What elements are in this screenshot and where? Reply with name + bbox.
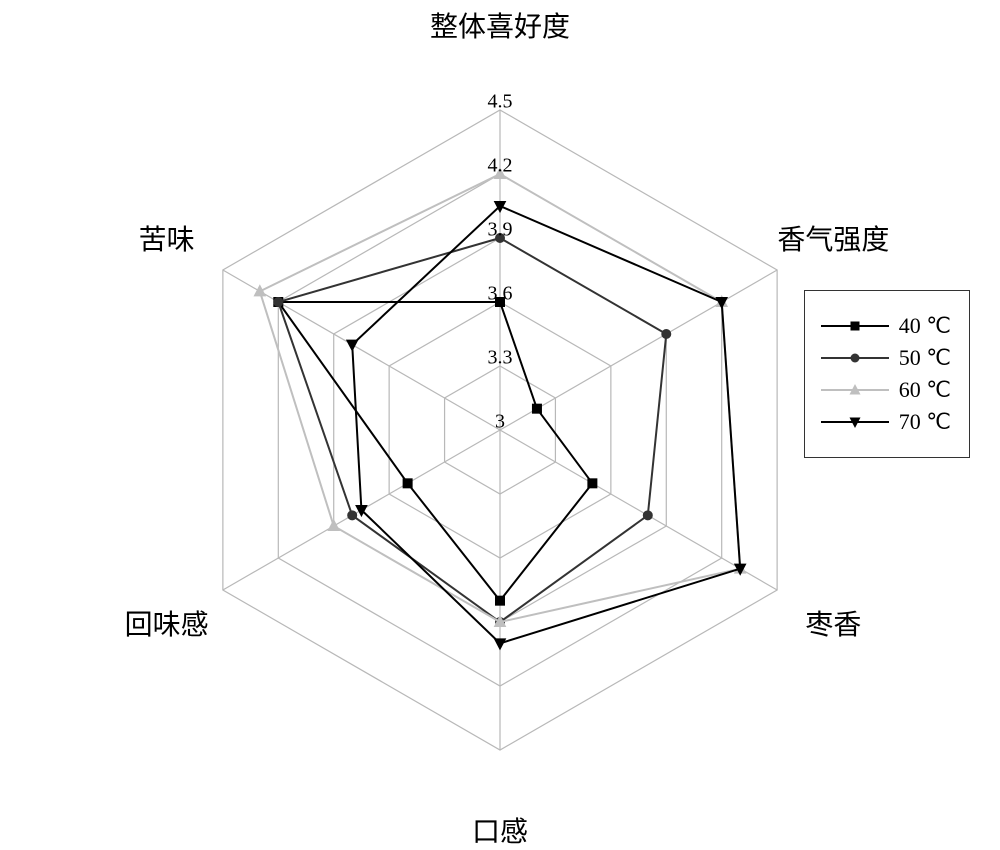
legend: 40 ℃ 50 ℃ 60 ℃ 70 ℃ xyxy=(804,290,970,458)
tick-label: 3.6 xyxy=(488,283,513,306)
legend-swatch xyxy=(821,347,889,369)
legend-label: 60 ℃ xyxy=(899,377,951,403)
tick-label: 3.3 xyxy=(488,347,513,370)
axis-label: 枣香 xyxy=(805,603,861,643)
legend-label: 70 ℃ xyxy=(899,409,951,435)
legend-item: 50 ℃ xyxy=(821,345,951,371)
radar-chart-container: 整体喜好度香气强度枣香口感回味感苦味 33.33.63.94.24.5 40 ℃… xyxy=(0,0,1000,835)
axis-label: 回味感 xyxy=(125,603,209,643)
tick-label: 3 xyxy=(495,411,505,434)
legend-swatch xyxy=(821,379,889,401)
axis-label: 整体喜好度 xyxy=(430,5,570,45)
tick-label: 3.9 xyxy=(488,219,513,242)
tick-label: 4.2 xyxy=(488,155,513,178)
legend-label: 40 ℃ xyxy=(899,313,951,339)
tick-label: 4.5 xyxy=(488,91,513,114)
legend-swatch xyxy=(821,315,889,337)
legend-item: 40 ℃ xyxy=(821,313,951,339)
axis-label: 口感 xyxy=(472,810,528,850)
axis-label: 香气强度 xyxy=(777,218,889,258)
legend-swatch xyxy=(821,411,889,433)
axis-label: 苦味 xyxy=(139,218,195,258)
legend-label: 50 ℃ xyxy=(899,345,951,371)
legend-item: 70 ℃ xyxy=(821,409,951,435)
legend-item: 60 ℃ xyxy=(821,377,951,403)
